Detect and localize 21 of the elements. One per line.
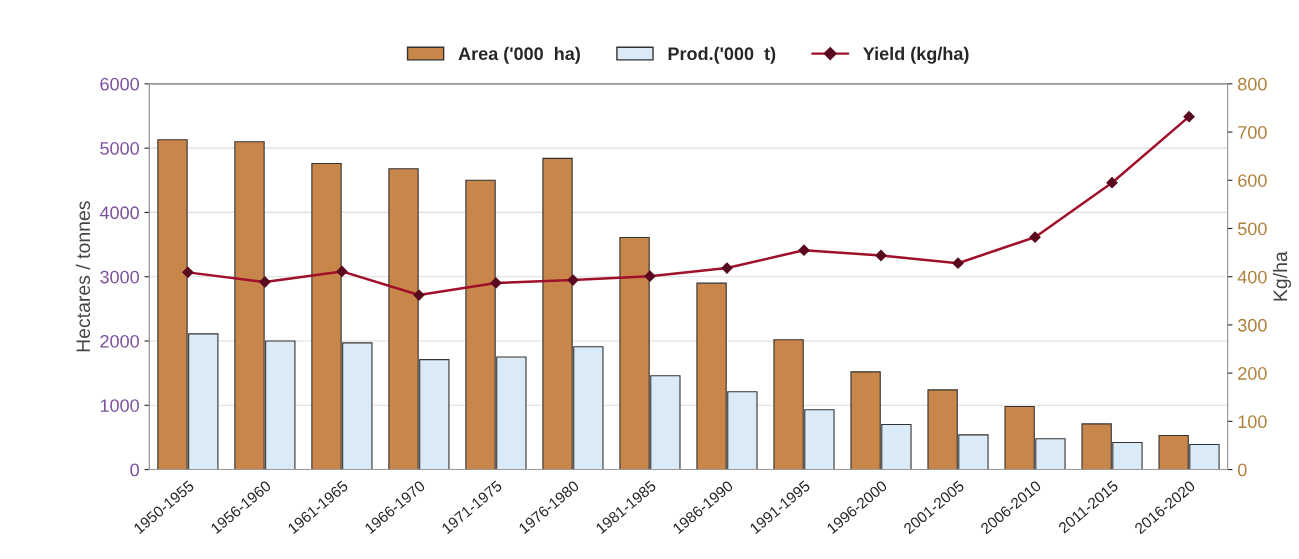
y2-tick-label: 300	[1237, 318, 1267, 332]
y-axis-title: Hectares / tonnes	[75, 201, 91, 352]
y2-tick-label: 0	[1237, 463, 1247, 477]
y-tick-label: 0	[130, 463, 139, 477]
legend-label: Prod.('000 t)	[668, 46, 776, 64]
y-tick-label: 4000	[99, 206, 139, 220]
y2-tick-label: 200	[1238, 367, 1267, 380]
y-tick-label: 6000	[100, 77, 139, 91]
y-tick-label: 3000	[100, 270, 139, 284]
y-tick-label: 1000	[100, 399, 139, 412]
y2-tick-label: 100	[1238, 415, 1267, 429]
y-tick-label: 2000	[100, 334, 139, 348]
y2-tick-label: 500	[1238, 222, 1267, 236]
y2-tick-label: 600	[1238, 174, 1267, 187]
y2-tick-label: 700	[1238, 126, 1267, 139]
y2-tick-label: 400	[1237, 270, 1267, 284]
y2-axis-title: Kg/ha	[1272, 251, 1292, 301]
legend-label: Yield (kg/ha)	[863, 46, 969, 64]
legend-label: Area ('000 ha)	[458, 46, 580, 64]
y-tick-label: 5000	[100, 142, 139, 155]
y2-tick-label: 800	[1238, 77, 1267, 91]
